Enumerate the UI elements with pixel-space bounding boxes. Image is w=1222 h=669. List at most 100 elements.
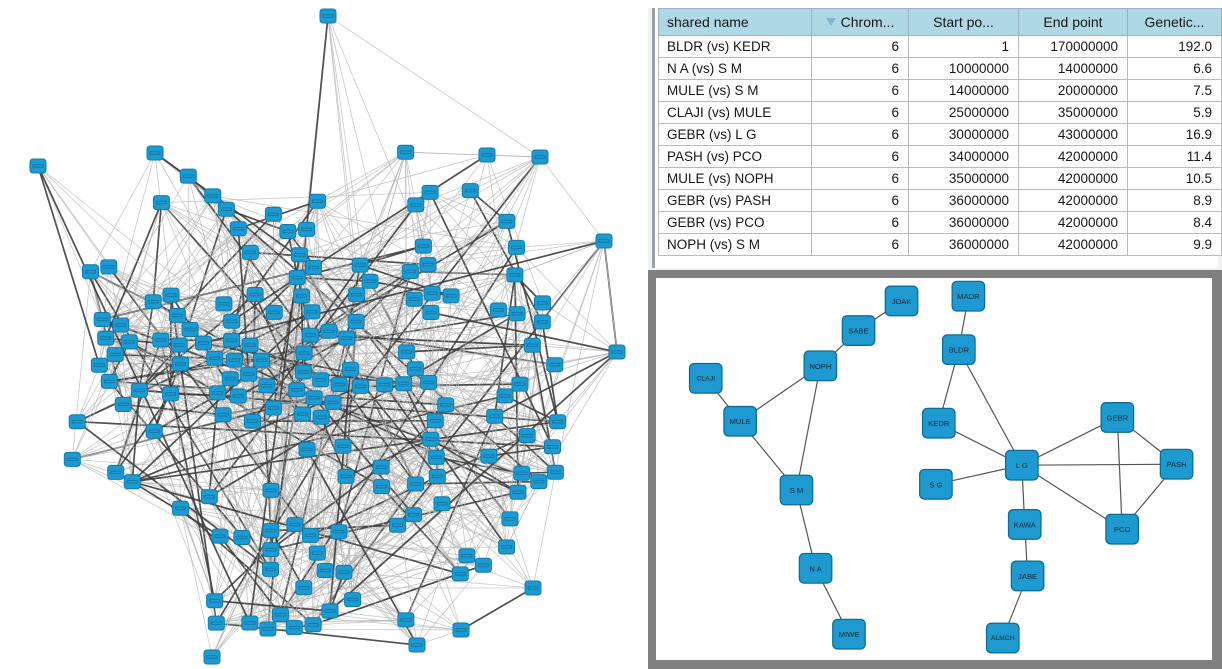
hairball-edge[interactable] bbox=[293, 271, 411, 628]
hairball-edge[interactable] bbox=[249, 610, 331, 624]
hairball-edge[interactable] bbox=[317, 200, 415, 300]
subnetwork-edge[interactable] bbox=[795, 365, 821, 491]
column-header-shared-name[interactable]: shared name bbox=[658, 8, 812, 36]
hairball-node[interactable] bbox=[170, 337, 188, 353]
hairball-node[interactable] bbox=[293, 288, 310, 304]
hairball-edge[interactable] bbox=[71, 354, 116, 460]
hairball-node[interactable] bbox=[233, 530, 251, 545]
hairball-node[interactable] bbox=[107, 464, 125, 480]
hairball-node[interactable] bbox=[427, 449, 445, 465]
hairball-edge[interactable] bbox=[332, 156, 541, 403]
hairball-edge[interactable] bbox=[273, 312, 295, 628]
hairball-edge[interactable] bbox=[355, 321, 361, 387]
hairball-node[interactable] bbox=[179, 168, 197, 184]
subnetwork-panel[interactable]: CLAJI MULE NOPH SABE JOAK S M N A MIWE MADR BLDR K… bbox=[648, 270, 1222, 669]
hairball-node[interactable] bbox=[423, 285, 441, 301]
hairball-edge[interactable] bbox=[350, 351, 407, 370]
hairball-node[interactable] bbox=[422, 431, 440, 447]
table-row[interactable]: MULE (vs) NOPH 6 35000000 42000000 10.5 bbox=[658, 167, 1222, 190]
hairball-edge[interactable] bbox=[208, 414, 224, 497]
hairball-edge[interactable] bbox=[539, 156, 605, 242]
hairball-node[interactable] bbox=[546, 357, 564, 373]
hairball-node[interactable] bbox=[376, 377, 394, 393]
hairball-edge[interactable] bbox=[131, 390, 141, 482]
hairball-node[interactable] bbox=[509, 484, 527, 500]
hairball-edge[interactable] bbox=[445, 221, 508, 406]
hairball-node[interactable] bbox=[288, 270, 306, 285]
hairball-edge[interactable] bbox=[554, 351, 618, 366]
hairball-edge[interactable] bbox=[327, 15, 438, 477]
hairball-node[interactable] bbox=[305, 260, 322, 275]
subnetwork-node-kawa[interactable]: KAWA bbox=[1007, 508, 1042, 540]
hairball-node[interactable] bbox=[262, 561, 279, 577]
hairball-edge[interactable] bbox=[415, 204, 543, 323]
hairball-edge[interactable] bbox=[310, 334, 432, 440]
hairball-edge[interactable] bbox=[494, 351, 618, 417]
hairball-edge[interactable] bbox=[317, 200, 518, 315]
hairball-edge[interactable] bbox=[327, 15, 541, 158]
hairball-node[interactable] bbox=[223, 313, 241, 329]
hairball-node[interactable] bbox=[496, 388, 514, 404]
table-row[interactable]: GEBR (vs) PASH 6 36000000 42000000 8.9 bbox=[658, 189, 1222, 212]
hairball-node[interactable] bbox=[295, 580, 313, 596]
hairball-edge[interactable] bbox=[346, 221, 508, 339]
hairball-edge[interactable] bbox=[509, 471, 556, 520]
hairball-edge[interactable] bbox=[488, 455, 511, 520]
hairball-node[interactable] bbox=[144, 294, 162, 310]
hairball-node[interactable] bbox=[458, 548, 476, 564]
hairball-edge[interactable] bbox=[311, 264, 361, 313]
hairball-edge[interactable] bbox=[132, 481, 511, 520]
subnetwork-edge[interactable] bbox=[958, 349, 1023, 466]
hairball-edge[interactable] bbox=[542, 302, 618, 353]
hairball-node[interactable] bbox=[298, 441, 316, 457]
hairball-node[interactable] bbox=[207, 615, 225, 631]
hairball-edge[interactable] bbox=[301, 156, 541, 297]
hairball-edge[interactable] bbox=[280, 614, 462, 631]
hairball-edge[interactable] bbox=[76, 365, 100, 422]
hairball-edge[interactable] bbox=[313, 619, 406, 626]
hairball-edge[interactable] bbox=[313, 201, 318, 268]
hairball-node[interactable] bbox=[303, 304, 321, 320]
hairball-edge[interactable] bbox=[129, 294, 256, 343]
hairball-edge[interactable] bbox=[115, 344, 180, 473]
hairball-node[interactable] bbox=[451, 566, 469, 582]
hairball-edge[interactable] bbox=[72, 351, 618, 460]
hairball-edge[interactable] bbox=[90, 152, 156, 272]
hairball-edge[interactable] bbox=[273, 214, 275, 313]
hairball-node[interactable] bbox=[253, 352, 271, 368]
hairball-edge[interactable] bbox=[261, 359, 315, 399]
hairball-edge[interactable] bbox=[159, 339, 216, 601]
table-row[interactable]: GEBR (vs) PCO 6 36000000 42000000 8.4 bbox=[658, 211, 1222, 234]
hairball-edge[interactable] bbox=[396, 475, 438, 526]
hairball-node[interactable] bbox=[146, 145, 164, 161]
hairball-node[interactable] bbox=[389, 517, 407, 533]
subnetwork-node-jabe[interactable]: JABE bbox=[1010, 560, 1045, 592]
hairball-edge[interactable] bbox=[270, 152, 406, 491]
hairball-edge[interactable] bbox=[343, 571, 418, 646]
subnetwork-node-kedr[interactable]: KEDR bbox=[921, 407, 956, 439]
hairball-node[interactable] bbox=[240, 366, 258, 382]
hairball-edge[interactable] bbox=[313, 151, 406, 268]
hairball-node[interactable] bbox=[341, 361, 359, 377]
hairball-edge[interactable] bbox=[254, 204, 416, 295]
hairball-node[interactable] bbox=[215, 296, 233, 312]
hairball-edge[interactable] bbox=[180, 508, 213, 658]
hairball-edge[interactable] bbox=[294, 524, 331, 612]
hairball-edge[interactable] bbox=[415, 368, 521, 385]
hairball-edge[interactable] bbox=[434, 156, 541, 421]
hairball-node[interactable] bbox=[225, 352, 243, 368]
hairball-edge[interactable] bbox=[310, 201, 318, 536]
subnetwork-node-joak[interactable]: JOAK bbox=[884, 285, 919, 317]
hairball-edge[interactable] bbox=[299, 190, 471, 256]
hairball-node[interactable] bbox=[271, 607, 289, 623]
hairball-node[interactable] bbox=[97, 330, 115, 346]
hairball-edge[interactable] bbox=[214, 523, 296, 602]
hairball-edge[interactable] bbox=[234, 359, 311, 536]
hairball-edge[interactable] bbox=[132, 481, 272, 491]
hairball-node[interactable] bbox=[608, 344, 626, 360]
hairball-edge[interactable] bbox=[154, 152, 172, 296]
hairball-node[interactable] bbox=[112, 317, 130, 333]
hairball-node[interactable] bbox=[414, 238, 432, 254]
hairball-edge[interactable] bbox=[101, 175, 189, 320]
hairball-edge[interactable] bbox=[488, 456, 507, 548]
